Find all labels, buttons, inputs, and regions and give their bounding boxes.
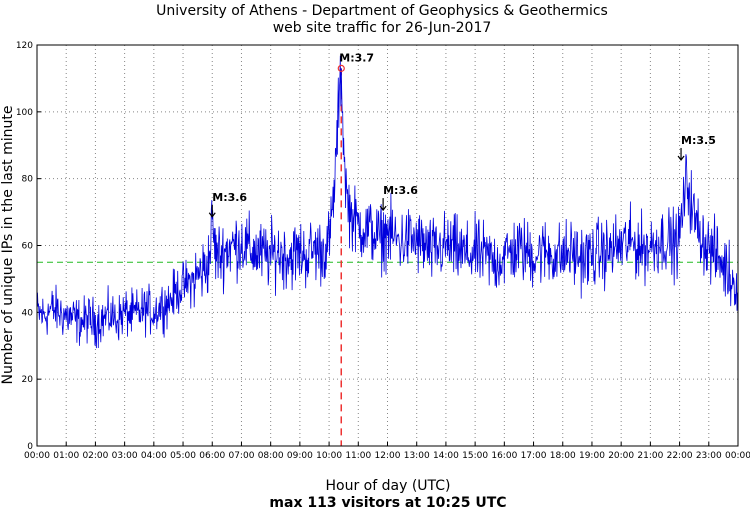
earthquake-annotation: M:3.7 (339, 51, 374, 64)
y-tick-label: 0 (27, 442, 33, 452)
annotations: M:3.6 M:3.7 M:3.6 M:3.5 (208, 51, 716, 218)
chart-title: University of Athens - Department of Geo… (156, 3, 608, 19)
x-tick-label: 13:00 (404, 451, 430, 461)
axis-ticks: 00:00 01:00 02:00 03:00 04:00 05:00 06:00 07:00… (16, 41, 750, 461)
x-tick-label: 18:00 (550, 451, 576, 461)
x-tick-label: 01:00 (53, 451, 79, 461)
x-tick-label: 03:00 (112, 451, 138, 461)
x-tick-label: 23:00 (696, 451, 722, 461)
x-tick-label: 21:00 (637, 451, 663, 461)
x-tick-label: 06:00 (199, 451, 225, 461)
y-tick-label: 120 (16, 41, 33, 51)
x-tick-label: 22:00 (667, 451, 693, 461)
x-tick-label: 04:00 (141, 451, 167, 461)
y-tick-label: 40 (22, 308, 34, 318)
y-tick-label: 60 (22, 242, 34, 252)
x-tick-label: 19:00 (579, 451, 605, 461)
x-tick-label: 07:00 (228, 451, 254, 461)
x-tick-label: 09:00 (287, 451, 313, 461)
x-tick-label: 05:00 (170, 451, 196, 461)
plot-area (36, 55, 739, 446)
earthquake-annotation: M:3.6 (383, 184, 418, 197)
y-tick-label: 100 (16, 108, 33, 118)
annotation-arrowhead (379, 205, 387, 212)
traffic-series-line (36, 55, 739, 349)
max-visitors-label: max 113 visitors at 10:25 UTC (269, 495, 506, 511)
x-tick-label: 12:00 (375, 451, 401, 461)
x-tick-label: 15:00 (462, 451, 488, 461)
annotation-arrowhead (677, 155, 685, 161)
x-tick-label: 00:00 (725, 451, 750, 461)
annotation-arrowhead (208, 212, 216, 218)
x-tick-label: 14:00 (433, 451, 459, 461)
chart-subtitle: web site traffic for 26-Jun-2017 (273, 20, 492, 36)
earthquake-annotation: M:3.5 (681, 134, 716, 147)
x-axis-label: Hour of day (UTC) (326, 478, 451, 494)
x-tick-label: 08:00 (258, 451, 284, 461)
x-tick-label: 11:00 (345, 451, 371, 461)
y-tick-label: 20 (22, 375, 34, 385)
x-tick-label: 17:00 (521, 451, 547, 461)
x-tick-label: 00:00 (24, 451, 50, 461)
y-tick-label: 80 (22, 175, 34, 185)
max-point-marker (337, 64, 345, 72)
x-tick-label: 20:00 (608, 451, 634, 461)
y-axis-label: Number of unique IPs in the last minute (0, 106, 16, 385)
grid-lines (37, 45, 738, 446)
plot-frame (36, 44, 739, 447)
x-tick-label: 10:00 (316, 451, 342, 461)
x-tick-label: 02:00 (82, 451, 108, 461)
x-tick-label: 16:00 (491, 451, 517, 461)
earthquake-annotation: M:3.6 (212, 191, 247, 204)
